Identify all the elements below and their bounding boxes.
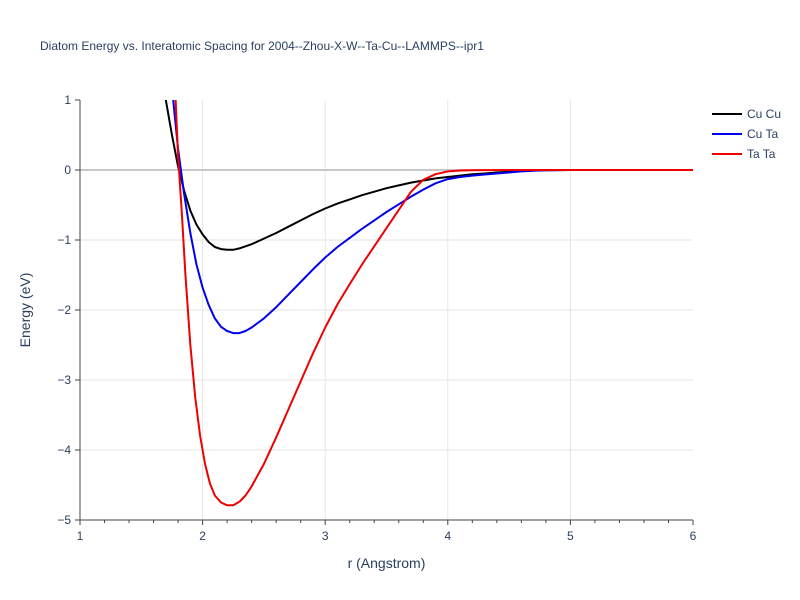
legend-item-ta-ta[interactable]: Ta Ta bbox=[712, 147, 776, 161]
tick-labels: 1 2 3 4 5 6 1 0 −1 −2 −3 −4 −5 bbox=[57, 93, 696, 543]
x-tick-label: 1 bbox=[77, 529, 84, 543]
x-tick-label: 4 bbox=[444, 529, 451, 543]
x-tick-label: 5 bbox=[567, 529, 574, 543]
y-tick-label: −1 bbox=[57, 233, 71, 247]
series-line-ta-ta bbox=[174, 100, 693, 507]
legend-item-cu-cu[interactable]: Cu Cu bbox=[712, 107, 781, 121]
x-tick-label: 2 bbox=[199, 529, 206, 543]
legend-label: Ta Ta bbox=[747, 147, 776, 161]
chart-title: Diatom Energy vs. Interatomic Spacing fo… bbox=[40, 39, 484, 53]
grid-lines bbox=[80, 100, 693, 520]
y-axis-title: Energy (eV) bbox=[17, 273, 33, 348]
y-tick-label: 0 bbox=[64, 163, 71, 177]
y-tick-label: −3 bbox=[57, 373, 71, 387]
series-lines bbox=[164, 100, 693, 507]
x-tick-label: 6 bbox=[690, 529, 697, 543]
legend-item-cu-ta[interactable]: Cu Ta bbox=[712, 127, 778, 141]
x-axis-title: r (Angstrom) bbox=[348, 555, 426, 571]
y-tick-label: 1 bbox=[64, 93, 71, 107]
x-tick-label: 3 bbox=[322, 529, 329, 543]
y-tick-label: −5 bbox=[57, 513, 71, 527]
y-tick-label: −4 bbox=[57, 443, 71, 457]
legend-label: Cu Ta bbox=[747, 127, 778, 141]
y-tick-label: −2 bbox=[57, 303, 71, 317]
axes bbox=[75, 99, 694, 525]
legend-label: Cu Cu bbox=[747, 107, 781, 121]
series-line-cu-ta bbox=[172, 100, 693, 335]
legend[interactable]: Cu Cu Cu Ta Ta Ta bbox=[712, 107, 781, 161]
